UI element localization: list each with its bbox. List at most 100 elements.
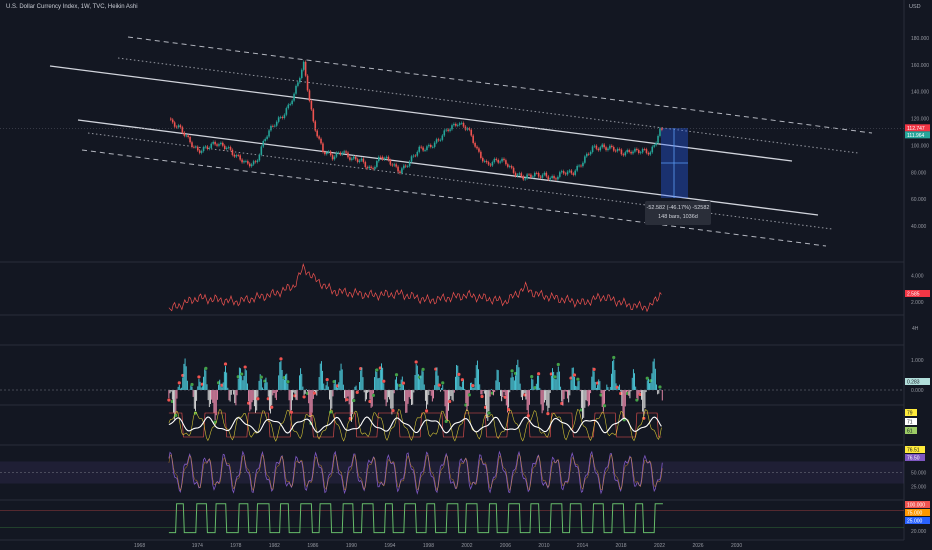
- candle-body: [297, 82, 299, 86]
- candle-body: [597, 148, 600, 151]
- candle-body: [256, 160, 259, 163]
- hist-dot: [553, 375, 557, 379]
- candle-body: [639, 152, 642, 154]
- hist-dot: [259, 375, 263, 379]
- candle-body: [570, 170, 573, 174]
- year-tick-label: 2030: [731, 543, 742, 549]
- candle-body: [354, 156, 357, 160]
- atr-panel: [168, 263, 662, 313]
- candle-body: [549, 178, 551, 180]
- hist-dot: [289, 410, 293, 414]
- candle-body: [404, 165, 407, 167]
- candle-body: [481, 158, 484, 162]
- momentum-histogram-panel: [0, 355, 904, 425]
- candle-body: [622, 154, 625, 156]
- candle-body: [198, 150, 201, 153]
- candle-body: [636, 148, 638, 151]
- time-axis[interactable]: 1968 1974 1978 1982 1986 1990 1994 1998 2002 2006…: [134, 543, 742, 549]
- price-axis[interactable]: 180.000 160.000 140.000 120.000 100.000 80.00…: [905, 36, 930, 535]
- candle-body: [333, 156, 336, 160]
- candle-body: [414, 155, 417, 157]
- candle-body: [302, 61, 305, 70]
- candle-body: [657, 135, 659, 143]
- price-label: 112.747: [907, 126, 925, 132]
- candle-body: [352, 156, 355, 159]
- candle-body: [277, 117, 280, 122]
- candle-body: [472, 135, 474, 143]
- candle-body: [243, 161, 245, 163]
- hist-dot: [414, 360, 418, 364]
- candle-body: [362, 158, 365, 163]
- year-tick-label: 2026: [692, 543, 703, 549]
- candle-body: [366, 167, 369, 169]
- candle-body: [557, 176, 559, 180]
- rsi-panel: [0, 450, 904, 495]
- hist-dot: [371, 393, 376, 397]
- candle-body: [216, 144, 218, 146]
- hist-dot: [467, 393, 471, 397]
- hist-dot: [592, 367, 596, 371]
- stoch-value-label: 79: [907, 411, 913, 417]
- stoch-value-label: 61: [907, 429, 913, 435]
- candle-body: [204, 146, 207, 148]
- candle-body: [200, 151, 203, 153]
- candle-body: [555, 178, 557, 180]
- atr-line: [168, 263, 662, 313]
- trend-channel[interactable]: [49, 36, 873, 247]
- candle-body: [310, 100, 313, 110]
- candle-body: [428, 144, 430, 147]
- candle-body: [589, 151, 592, 155]
- candle-body: [320, 138, 322, 144]
- hist-dot: [270, 405, 274, 409]
- candle-body: [195, 146, 197, 148]
- candle-body: [545, 172, 548, 177]
- measure-change: -52.582 (-46.17%) -52582: [646, 205, 710, 211]
- state-line: [168, 503, 663, 534]
- price-tick-label: 80.000: [911, 170, 927, 176]
- candle-body: [541, 174, 544, 178]
- hist-dot: [391, 408, 395, 413]
- candle-body: [331, 155, 334, 160]
- hist-tick-label: 1.000: [911, 358, 924, 364]
- channel-mid-upper-dotted: [117, 57, 859, 154]
- candle-body: [318, 136, 320, 139]
- candle-body: [293, 93, 295, 101]
- candle-body: [593, 145, 596, 147]
- hist-value-label: 0.283: [907, 380, 920, 386]
- candle-body: [462, 122, 465, 127]
- candle-body: [564, 173, 567, 175]
- rsi-tick-label: 50.000: [911, 471, 927, 477]
- candle-body: [612, 147, 615, 151]
- candle-body: [227, 147, 230, 148]
- candle-body: [539, 176, 542, 178]
- hist-label-box: [905, 378, 930, 385]
- candle-body: [283, 114, 286, 118]
- atr-label-box: [905, 289, 930, 297]
- year-tick-label: 2010: [538, 543, 549, 549]
- candle-body: [187, 135, 189, 138]
- candle-body: [508, 166, 511, 167]
- candle-body: [306, 75, 309, 91]
- stochastic-panel: [168, 409, 662, 442]
- candle-body: [420, 146, 422, 148]
- candle-body: [403, 165, 405, 169]
- candle-body: [426, 146, 428, 151]
- candle-body: [368, 166, 370, 169]
- candle-body: [591, 146, 594, 152]
- candle-body: [272, 125, 274, 127]
- candle-body: [347, 152, 349, 158]
- state-label-box: [905, 509, 930, 516]
- grid-lines: [0, 0, 905, 541]
- candle-body: [281, 117, 284, 118]
- hist-dot: [471, 384, 475, 388]
- candle-body: [326, 152, 328, 155]
- candle-body: [379, 156, 382, 158]
- candle-body: [560, 171, 563, 173]
- candle-body: [287, 104, 290, 109]
- year-tick-label: 1982: [269, 543, 280, 549]
- candle-body: [372, 168, 374, 169]
- state-tick-label: 20.000: [911, 529, 927, 535]
- candle-body: [374, 166, 376, 169]
- measurement-tool[interactable]: [661, 128, 688, 198]
